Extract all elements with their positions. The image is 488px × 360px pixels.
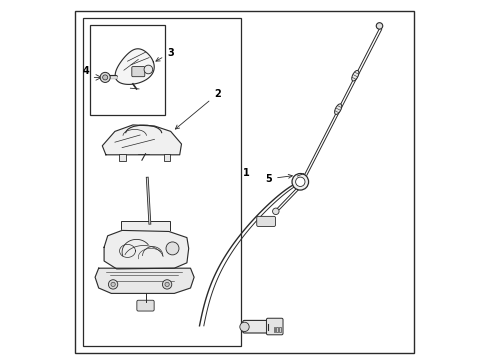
FancyBboxPatch shape [266,318,283,335]
Bar [276,327,277,332]
Circle shape [164,282,169,287]
Circle shape [272,208,279,215]
Circle shape [144,65,152,74]
Bar [273,327,275,332]
Circle shape [375,23,382,29]
Circle shape [102,75,107,80]
Circle shape [166,242,179,255]
Bar [163,154,170,161]
Polygon shape [95,268,194,293]
Ellipse shape [351,71,358,81]
FancyBboxPatch shape [121,221,169,238]
Text: 2: 2 [175,89,220,129]
Circle shape [162,280,171,289]
Circle shape [111,282,115,287]
Polygon shape [102,125,181,155]
Polygon shape [104,230,188,269]
FancyBboxPatch shape [132,67,144,77]
Bar [89,25,165,115]
Bar [118,154,126,161]
Text: 3: 3 [156,48,174,61]
FancyBboxPatch shape [137,300,154,311]
Circle shape [239,322,249,332]
Ellipse shape [334,104,341,114]
Circle shape [295,177,305,186]
Circle shape [291,174,308,190]
FancyBboxPatch shape [256,216,275,226]
Text: 5: 5 [265,174,292,184]
Circle shape [108,280,118,289]
Text: 4: 4 [82,66,89,76]
Circle shape [100,72,110,82]
Text: 1: 1 [242,168,249,178]
Bar [278,327,280,332]
Bar [82,18,241,346]
FancyBboxPatch shape [242,320,269,333]
Polygon shape [115,49,154,84]
